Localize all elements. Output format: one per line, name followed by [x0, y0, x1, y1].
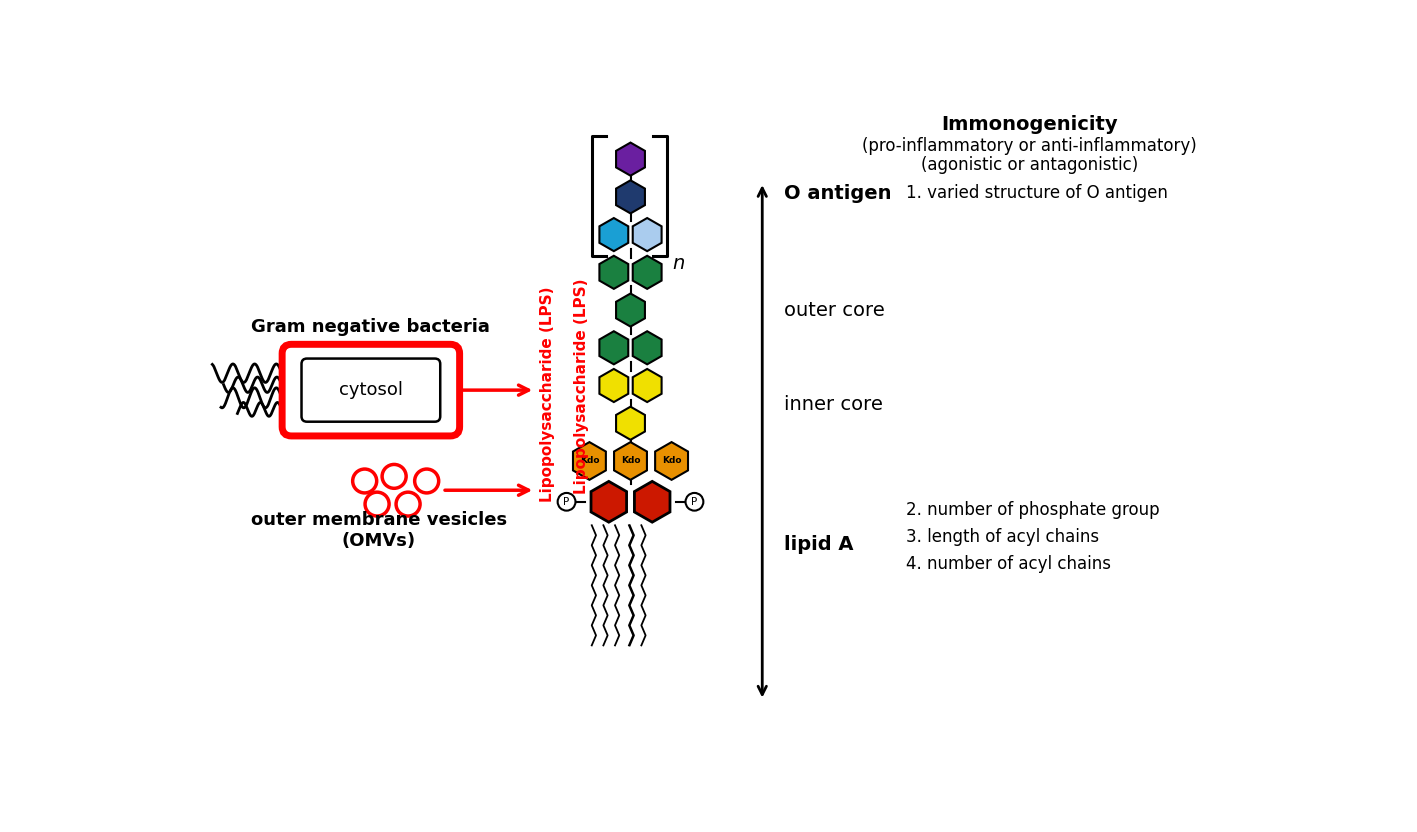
Text: 4. number of acyl chains: 4. number of acyl chains: [905, 555, 1111, 572]
Polygon shape: [635, 482, 670, 522]
Text: n: n: [672, 255, 684, 273]
Circle shape: [383, 464, 407, 488]
Text: outer core: outer core: [784, 300, 884, 319]
Text: Immonogenicity: Immonogenicity: [941, 115, 1118, 134]
Polygon shape: [655, 442, 689, 480]
Circle shape: [686, 493, 703, 511]
Text: P: P: [691, 497, 697, 507]
Polygon shape: [599, 331, 628, 364]
Polygon shape: [633, 369, 662, 402]
Polygon shape: [616, 181, 645, 214]
Text: Lipopolysaccharide (LPS): Lipopolysaccharide (LPS): [574, 279, 589, 494]
Polygon shape: [572, 442, 606, 480]
Text: O antigen: O antigen: [784, 184, 891, 202]
Circle shape: [366, 493, 390, 516]
Polygon shape: [591, 482, 626, 522]
FancyBboxPatch shape: [302, 359, 441, 422]
Text: 1. varied structure of O antigen: 1. varied structure of O antigen: [905, 184, 1168, 202]
Text: Lipopolysaccharide (LPS): Lipopolysaccharide (LPS): [540, 286, 555, 502]
Polygon shape: [614, 442, 648, 480]
Text: cytosol: cytosol: [339, 381, 402, 399]
Text: Kdo: Kdo: [662, 457, 682, 465]
Text: Kdo: Kdo: [621, 457, 640, 465]
Circle shape: [558, 493, 575, 511]
Polygon shape: [599, 218, 628, 251]
Polygon shape: [616, 407, 645, 440]
Polygon shape: [616, 294, 645, 327]
Circle shape: [353, 469, 377, 493]
Circle shape: [397, 493, 419, 516]
Text: Kdo: Kdo: [580, 457, 599, 465]
FancyBboxPatch shape: [282, 344, 459, 436]
Circle shape: [415, 469, 439, 493]
Text: lipid A: lipid A: [784, 535, 853, 554]
Polygon shape: [616, 142, 645, 176]
Text: 3. length of acyl chains: 3. length of acyl chains: [905, 527, 1098, 546]
Text: inner core: inner core: [784, 395, 883, 414]
Polygon shape: [599, 255, 628, 289]
Polygon shape: [633, 331, 662, 364]
Polygon shape: [633, 218, 662, 251]
Text: Gram negative bacteria: Gram negative bacteria: [251, 318, 490, 335]
Polygon shape: [633, 255, 662, 289]
Text: P: P: [564, 497, 570, 507]
Polygon shape: [599, 369, 628, 402]
Text: (pro-inflammatory or anti-inflammatory): (pro-inflammatory or anti-inflammatory): [863, 137, 1197, 155]
Text: 2. number of phosphate group: 2. number of phosphate group: [905, 501, 1159, 518]
Text: (agonistic or antagonistic): (agonistic or antagonistic): [921, 156, 1138, 174]
Text: outer membrane vesicles
(OMVs): outer membrane vesicles (OMVs): [251, 511, 507, 550]
